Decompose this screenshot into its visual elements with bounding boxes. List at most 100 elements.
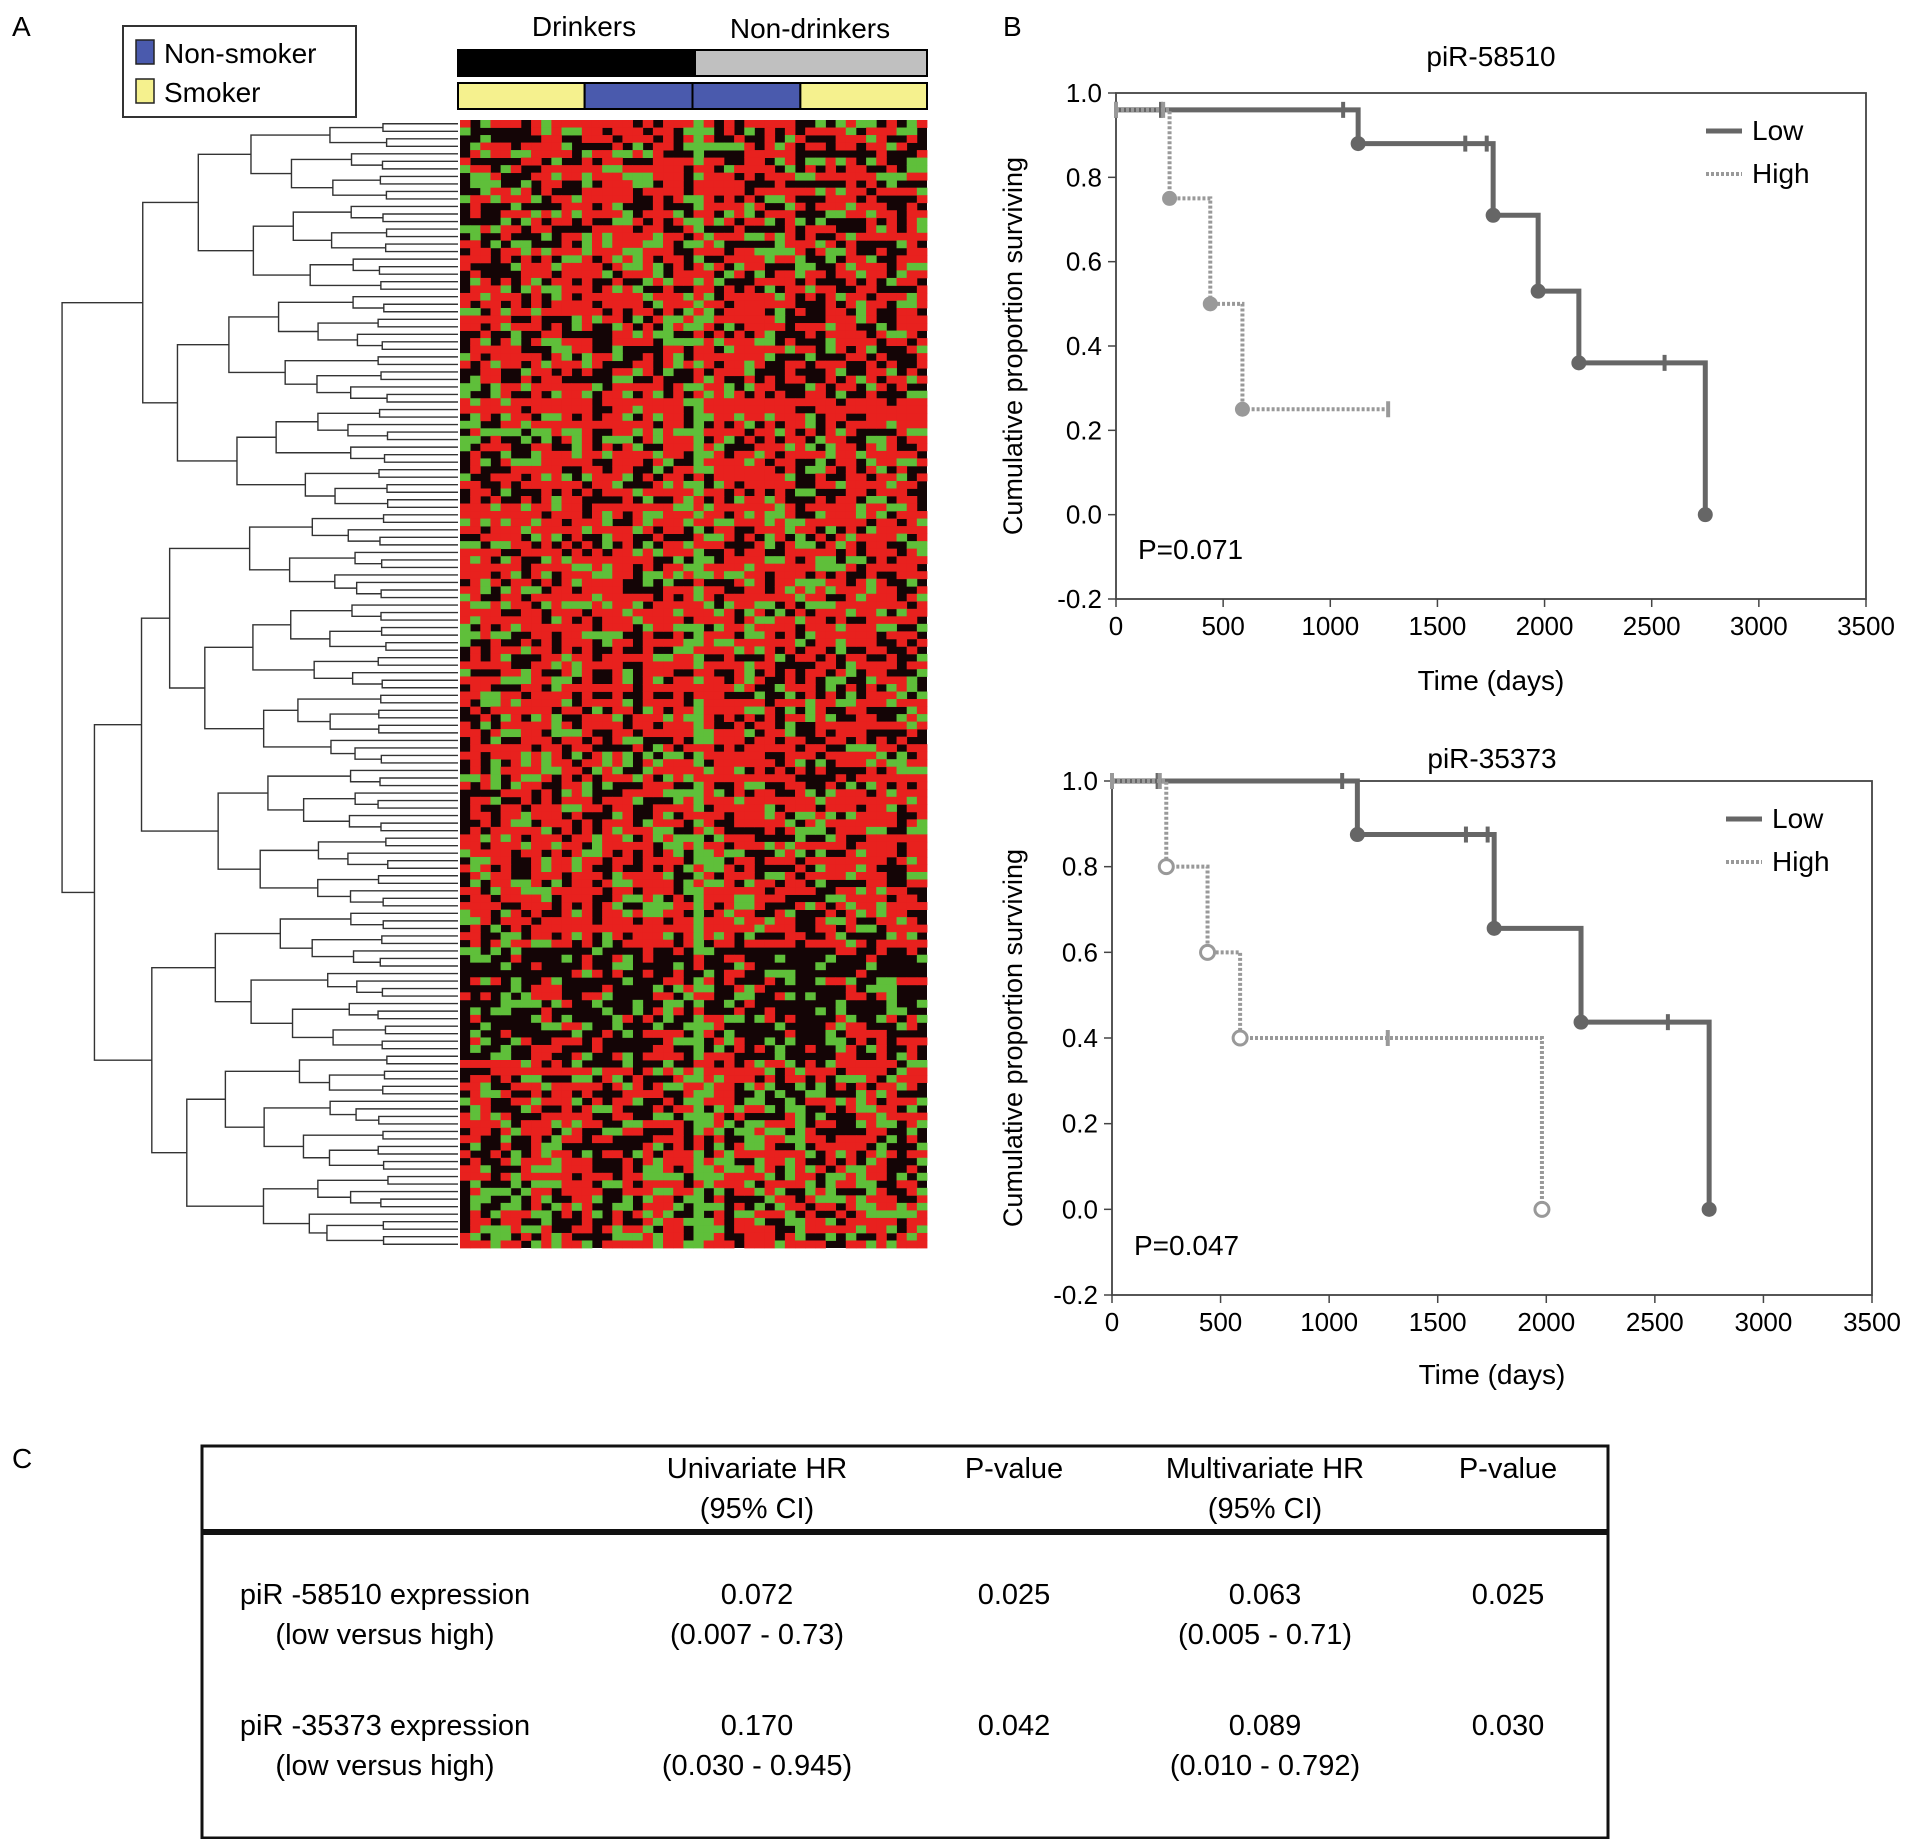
- heatmap-cell: [693, 405, 705, 414]
- heatmap-cell: [795, 435, 806, 444]
- heatmap-cell: [784, 255, 796, 264]
- heatmap-cell: [835, 902, 847, 910]
- heatmap-cell: [490, 1187, 502, 1196]
- heatmap-cell: [906, 1067, 918, 1076]
- heatmap-cell: [713, 157, 725, 166]
- heatmap-cell: [805, 1225, 816, 1234]
- heatmap-cell: [723, 217, 735, 226]
- heatmap-cell: [886, 902, 897, 910]
- heatmap-cell: [480, 1037, 491, 1046]
- heatmap-cell: [673, 1225, 684, 1234]
- heatmap-cell: [784, 826, 796, 835]
- dendrogram-branch: [61, 301, 143, 894]
- heatmap-cell: [673, 1202, 684, 1211]
- heatmap-cell: [673, 977, 684, 986]
- heatmap-cell: [744, 578, 755, 587]
- heatmap-cell: [835, 368, 847, 377]
- dendrogram-branch: [214, 932, 281, 1003]
- heatmap-cell: [703, 714, 715, 722]
- heatmap-cell: [500, 894, 512, 903]
- heatmap-cell: [774, 856, 786, 865]
- heatmap-cell: [845, 1014, 857, 1023]
- heatmap-cell: [632, 488, 644, 497]
- heatmap-cell: [581, 1195, 593, 1204]
- heatmap-cell: [815, 465, 826, 474]
- heatmap-cell: [591, 120, 603, 128]
- heatmap-cell: [866, 1217, 877, 1226]
- heatmap-cell: [460, 390, 471, 399]
- dendrogram-branch: [381, 935, 458, 945]
- heatmap-cell: [500, 856, 512, 865]
- heatmap-cell: [490, 390, 502, 399]
- heatmap-cell: [642, 932, 654, 941]
- heatmap-cell: [632, 285, 644, 294]
- heatmap-cell: [500, 541, 512, 550]
- heatmap-cell: [673, 706, 684, 715]
- heatmap-cell: [713, 1127, 725, 1136]
- heatmap-cell: [805, 548, 816, 557]
- heatmap-cell: [764, 646, 776, 655]
- heatmap-cell: [561, 1014, 573, 1023]
- heatmap-cell: [632, 1120, 644, 1129]
- heatmap-cell: [520, 1232, 532, 1241]
- heatmap-cell: [541, 232, 552, 241]
- heatmap-cell: [632, 292, 644, 301]
- heatmap-cell: [723, 390, 735, 399]
- heatmap-cell: [896, 315, 908, 324]
- heatmap-cell: [480, 819, 491, 828]
- heatmap-cell: [784, 511, 796, 519]
- heatmap-cell: [581, 992, 593, 1001]
- heatmap-cell: [866, 744, 877, 753]
- heatmap-cell: [906, 826, 918, 835]
- heatmap-cell: [571, 172, 583, 181]
- panel-label-c: C: [12, 1443, 32, 1474]
- dendrogram-branch: [385, 228, 458, 238]
- heatmap-cell: [591, 856, 603, 865]
- heatmap-cell: [480, 443, 491, 452]
- heatmap-cell: [663, 1097, 674, 1106]
- heatmap-cell: [510, 240, 522, 249]
- heatmap-cell: [805, 887, 816, 895]
- heatmap-cell: [703, 856, 715, 865]
- heatmap-cell: [551, 127, 562, 136]
- heatmap-cell: [460, 1120, 471, 1129]
- heatmap-cell: [703, 1082, 715, 1091]
- dendrogram-branch: [297, 698, 381, 723]
- heatmap-cell: [866, 1195, 877, 1204]
- heatmap-cell: [784, 781, 796, 790]
- heatmap-cell: [652, 939, 664, 948]
- heatmap-cell: [795, 1112, 806, 1121]
- heatmap-cell: [764, 714, 776, 722]
- heatmap-cell: [754, 939, 765, 948]
- heatmap-cell: [622, 255, 633, 264]
- heatmap-cell: [815, 571, 826, 580]
- heatmap-cell: [520, 917, 532, 926]
- heatmap-cell: [591, 262, 603, 271]
- heatmap-cell: [460, 1082, 471, 1091]
- heatmap-cell: [845, 353, 857, 362]
- heatmap-cell: [855, 1029, 867, 1038]
- heatmap-cell: [906, 879, 918, 888]
- heatmap-cell: [500, 751, 512, 760]
- heatmap-cell: [663, 668, 674, 677]
- heatmap-cell: [764, 1172, 776, 1181]
- heatmap-cell: [480, 405, 491, 414]
- heatmap-cell: [734, 488, 745, 497]
- heatmap-cell: [744, 368, 755, 377]
- heatmap-cell: [531, 172, 542, 181]
- heatmap-cell: [774, 247, 786, 256]
- heatmap-cell: [622, 1090, 633, 1098]
- heatmap-cell: [531, 623, 542, 632]
- heatmap-cell: [612, 623, 623, 632]
- heatmap-cell: [734, 353, 745, 362]
- heatmap-cell: [713, 1165, 725, 1174]
- heatmap-cell: [460, 1135, 471, 1144]
- heatmap-cell: [896, 338, 908, 346]
- heatmap-cell: [744, 744, 755, 753]
- heatmap-cell: [774, 1022, 786, 1031]
- heatmap-cell: [916, 533, 928, 542]
- heatmap-cell: [906, 308, 918, 316]
- heatmap-cell: [541, 578, 552, 587]
- heatmap-cell: [805, 503, 816, 512]
- heatmap-cell: [622, 684, 633, 692]
